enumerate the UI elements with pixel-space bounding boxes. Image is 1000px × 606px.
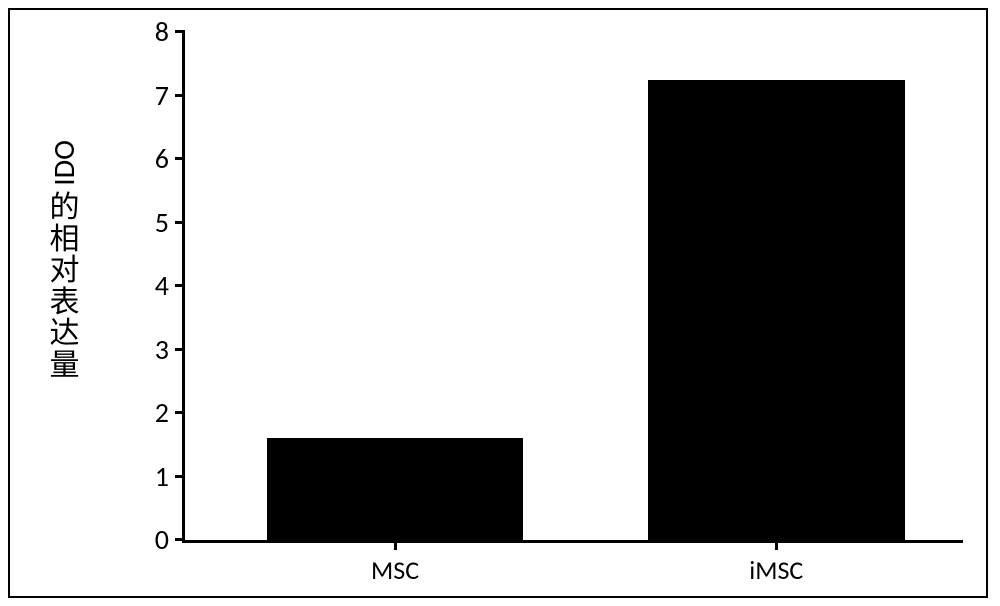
y-tick-mark bbox=[175, 157, 185, 160]
y-tick-mark bbox=[175, 348, 185, 351]
y-axis-label-cjk: 的相对表达量 bbox=[48, 192, 82, 381]
y-tick-mark bbox=[175, 221, 185, 224]
y-tick-mark bbox=[175, 30, 185, 33]
x-tick-mark bbox=[775, 540, 778, 550]
figure-frame: IDO 的相对表达量 012345678MSCiMSC bbox=[8, 8, 988, 598]
y-tick-mark bbox=[175, 411, 185, 414]
y-tick-mark bbox=[175, 94, 185, 97]
y-tick-mark bbox=[175, 284, 185, 287]
x-tick-label: iMSC bbox=[749, 554, 803, 586]
figure: IDO 的相对表达量 012345678MSCiMSC bbox=[10, 10, 986, 596]
y-tick-mark bbox=[175, 538, 185, 541]
bar bbox=[267, 438, 524, 540]
plot-area: 012345678MSCiMSC bbox=[182, 32, 963, 543]
y-tick-mark bbox=[175, 475, 185, 478]
bar bbox=[648, 80, 905, 540]
x-tick-label: MSC bbox=[371, 554, 419, 586]
x-tick-mark bbox=[394, 540, 397, 550]
y-axis-label: IDO 的相对表达量 bbox=[48, 140, 82, 381]
y-axis-label-latin: IDO bbox=[49, 140, 81, 186]
